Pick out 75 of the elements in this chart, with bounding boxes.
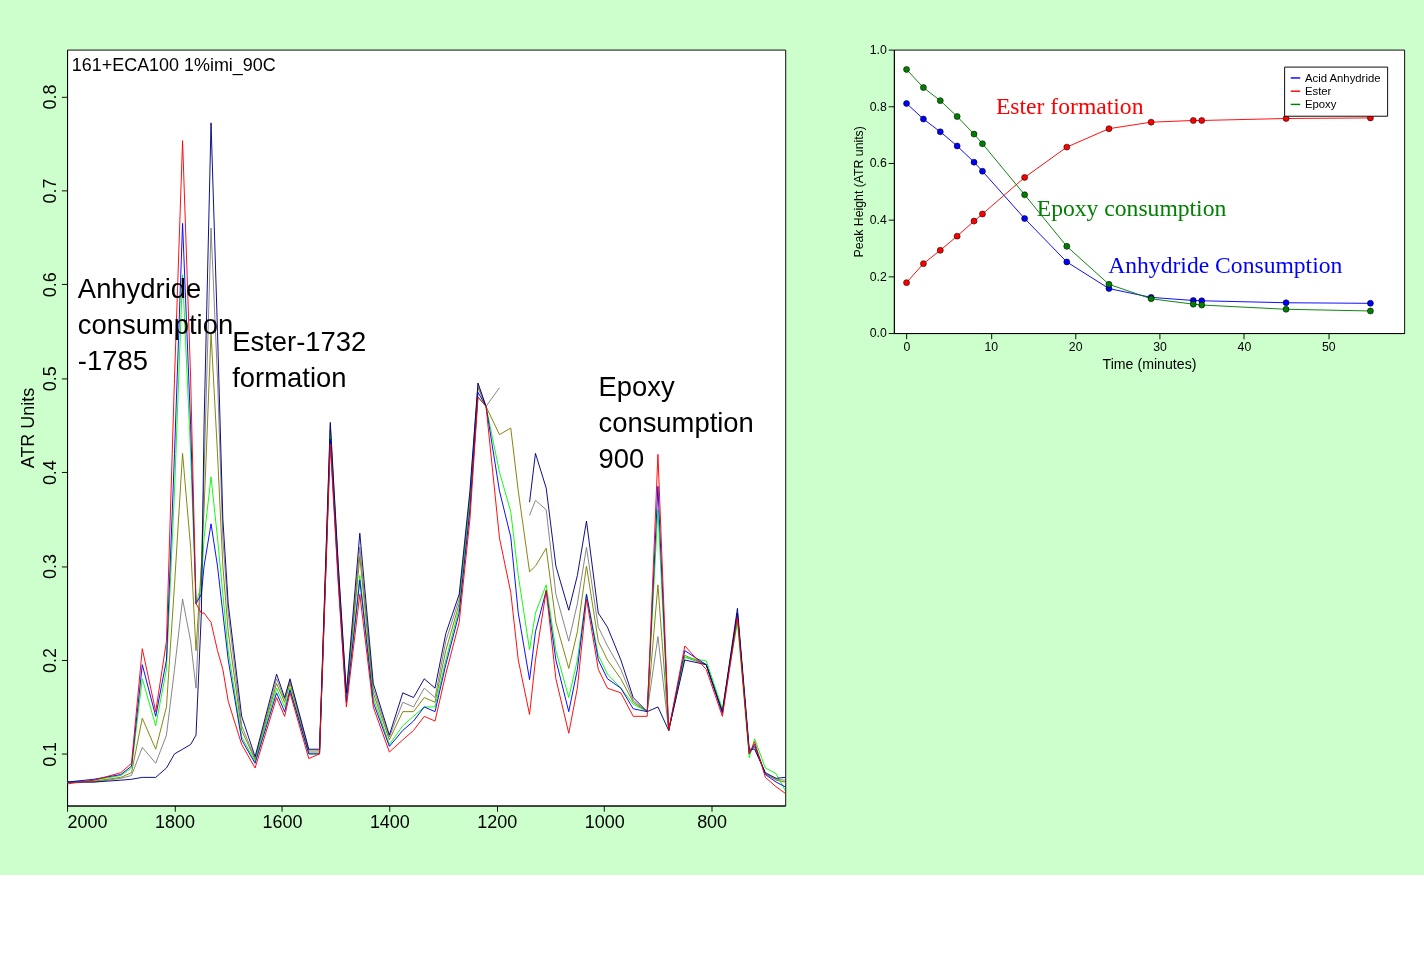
point <box>903 279 910 286</box>
y-tick-label: 0.6 <box>869 156 887 171</box>
y-tick-label: 0.2 <box>40 647 61 673</box>
point <box>937 247 944 254</box>
y-tick-label: 0.6 <box>40 272 61 298</box>
y-tick-label: 0.4 <box>869 212 887 227</box>
point <box>1190 117 1197 124</box>
point <box>920 84 927 91</box>
x-axis-title: Time (minutes) <box>1102 355 1197 372</box>
point <box>1282 306 1290 313</box>
point <box>1198 117 1206 124</box>
point <box>953 113 961 120</box>
point <box>1063 258 1071 266</box>
point <box>1105 281 1113 288</box>
legend-label: Ester <box>1304 84 1332 97</box>
annotation: Ester-1732 formation <box>232 326 367 393</box>
x-tick-label: 30 <box>1153 339 1168 354</box>
point <box>920 115 927 123</box>
x-tick-label: 1800 <box>155 811 195 832</box>
annotation: Epoxy consumption 900 <box>598 371 754 475</box>
x-tick-label: 1400 <box>369 811 410 832</box>
point <box>903 66 910 73</box>
y-tick-label: 0.4 <box>40 460 61 486</box>
point <box>970 130 978 138</box>
x-tick-label: 10 <box>984 339 999 354</box>
x-tick-label: 1600 <box>262 811 303 832</box>
point <box>1282 115 1290 122</box>
y-tick-label: 0.5 <box>40 366 61 392</box>
x-tick-label: 2000 <box>67 811 108 832</box>
point <box>979 167 986 175</box>
point <box>1105 125 1113 132</box>
point <box>1063 143 1071 151</box>
y-axis-title: Peak Height (ATR units) <box>852 126 867 258</box>
x-tick-label: 20 <box>1068 339 1083 354</box>
point <box>1021 174 1028 181</box>
x-tick-label: 1000 <box>584 811 625 832</box>
point <box>979 140 986 147</box>
y-tick-label: 0.1 <box>40 741 61 767</box>
legend-label: Epoxy <box>1304 98 1337 111</box>
annotation: 161+ECA100 1%imi_90C <box>71 55 276 77</box>
point <box>1198 301 1206 309</box>
legend-label: Acid Anhydride <box>1304 71 1381 84</box>
point <box>970 217 978 225</box>
point <box>937 97 944 104</box>
y-tick-label: 0.7 <box>40 178 61 204</box>
x-tick-label: 40 <box>1237 339 1252 354</box>
x-tick-label: 1200 <box>477 811 518 832</box>
point <box>953 232 961 240</box>
point <box>1367 300 1374 307</box>
point <box>953 142 961 150</box>
annotation: Anhydride Consumption <box>1108 251 1343 278</box>
point <box>970 158 978 166</box>
x-tick-label: 800 <box>697 811 728 832</box>
y-tick-label: 0.0 <box>869 326 887 341</box>
x-tick-label: 0 <box>903 339 911 354</box>
y-tick-label: 0.8 <box>869 99 887 114</box>
annotation: Epoxy consumption <box>1036 194 1227 221</box>
point <box>1021 191 1028 199</box>
point <box>1282 299 1290 307</box>
y-axis-title: ATR Units <box>18 387 39 469</box>
point <box>1147 118 1155 126</box>
point <box>920 260 927 267</box>
point <box>979 210 986 218</box>
point <box>1190 300 1197 308</box>
point <box>1063 243 1071 250</box>
point <box>1021 215 1028 222</box>
y-tick-label: 1.0 <box>869 42 887 57</box>
x-tick-label: 50 <box>1321 339 1336 354</box>
y-tick-label: 0.8 <box>40 84 61 110</box>
annotation: Ester formation <box>995 92 1144 119</box>
y-tick-label: 0.3 <box>40 554 61 580</box>
y-tick-label: 0.2 <box>869 269 887 284</box>
point <box>1367 307 1374 315</box>
point <box>903 100 910 107</box>
point <box>937 128 944 136</box>
